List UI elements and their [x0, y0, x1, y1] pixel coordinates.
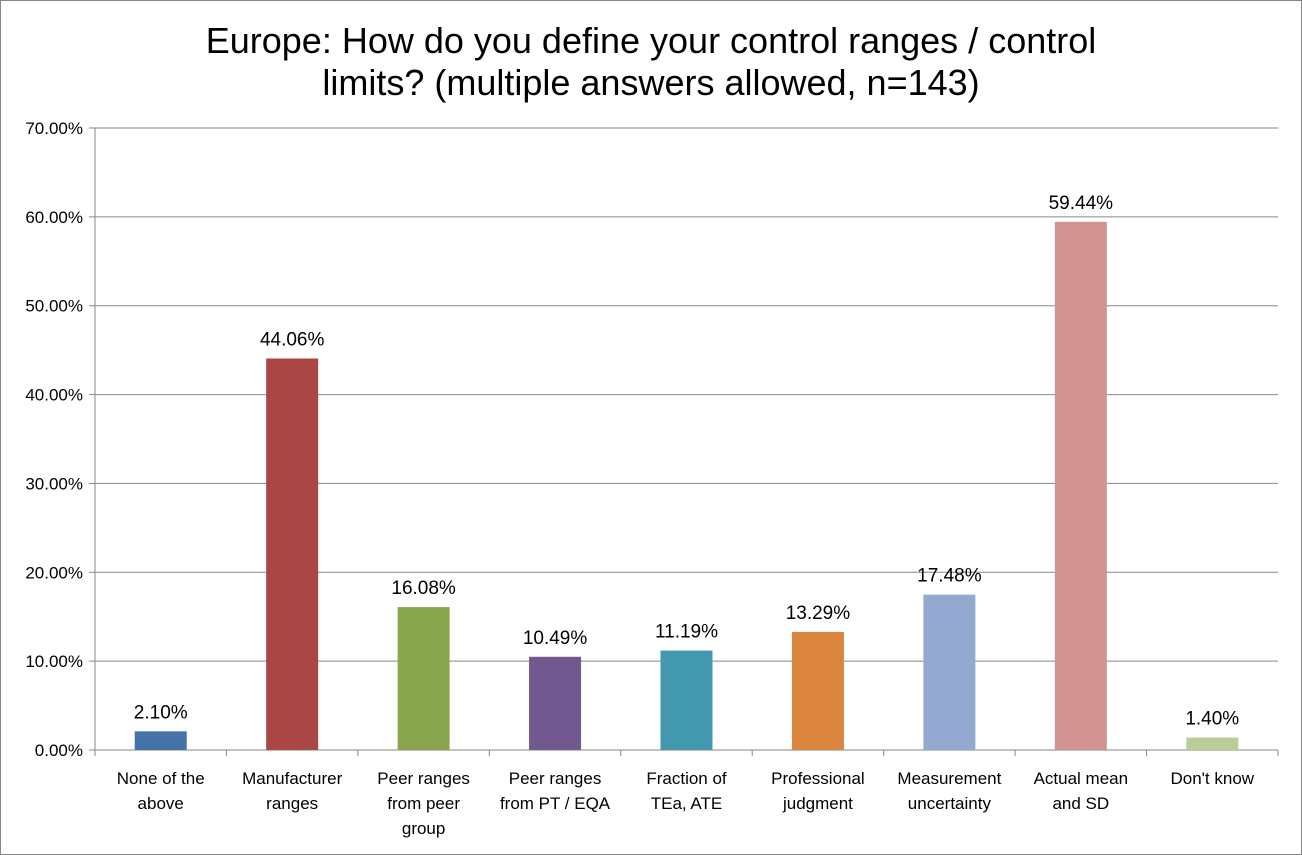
chart-title: Europe: How do you define your control r… [0, 20, 1302, 104]
category-label-line: Manufacturer [242, 769, 342, 788]
y-tick-label: 60.00% [25, 208, 83, 227]
y-tick-label: 20.00% [25, 563, 83, 582]
category-label: None of the above [117, 769, 205, 813]
bar [923, 594, 976, 750]
category-label: Don't know [1170, 769, 1254, 788]
data-label: 44.06% [260, 329, 325, 350]
category-label-line: Fraction of [646, 769, 727, 788]
y-tick-label: 30.00% [25, 474, 83, 493]
data-label: 1.40% [1185, 709, 1239, 730]
category-label: Manufacturer ranges [242, 769, 342, 813]
bar [791, 631, 844, 750]
category-label: Peer ranges from peer group [377, 769, 470, 838]
category-label-line: Actual mean [1034, 769, 1129, 788]
category-label-line: from peer [387, 794, 460, 813]
data-label: 59.44% [1049, 193, 1114, 214]
category-label-line: Professional [771, 769, 865, 788]
category-label: Fraction of TEa, ATE [646, 769, 727, 813]
category-label: Measurement uncertainty [897, 769, 1001, 813]
category-label-line: None of the [117, 769, 205, 788]
data-label: 10.49% [523, 628, 588, 649]
bar [529, 656, 582, 750]
data-label: 13.29% [786, 603, 851, 624]
bar [397, 607, 450, 750]
data-label: 17.48% [917, 566, 982, 587]
category-label-line: TEa, ATE [651, 794, 723, 813]
data-label: 2.10% [134, 702, 188, 723]
category-label-line: group [402, 819, 445, 838]
y-tick-label: 10.00% [25, 652, 83, 671]
category-label: Peer ranges from PT / EQA [500, 769, 611, 813]
y-tick-label: 70.00% [25, 119, 83, 138]
bar [660, 650, 713, 750]
category-label-line: above [138, 794, 184, 813]
category-label-line: Don't know [1170, 769, 1254, 788]
y-tick-label: 40.00% [25, 386, 83, 405]
category-label-line: uncertainty [908, 794, 992, 813]
bar [266, 358, 319, 750]
category-label-line: Peer ranges [509, 769, 602, 788]
bar [134, 731, 187, 750]
category-label-line: Peer ranges [377, 769, 470, 788]
title-line-1: Europe: How do you define your control r… [205, 20, 1097, 61]
category-label-line: Measurement [897, 769, 1001, 788]
category-label: Actual mean and SD [1034, 769, 1129, 813]
bar [1054, 221, 1107, 751]
y-tick-label: 50.00% [25, 297, 83, 316]
category-label-line: and SD [1052, 794, 1109, 813]
category-label-line: from PT / EQA [500, 794, 611, 813]
category-label: Professional judgment [771, 769, 865, 813]
data-label: 16.08% [391, 578, 456, 599]
category-label-line: ranges [266, 794, 318, 813]
bar [1186, 737, 1239, 750]
data-label: 11.19% [655, 622, 718, 643]
y-tick-label: 0.00% [35, 741, 83, 760]
title-line-2: limits? (multiple answers allowed, n=143… [322, 62, 980, 103]
category-label-line: judgment [782, 794, 853, 813]
